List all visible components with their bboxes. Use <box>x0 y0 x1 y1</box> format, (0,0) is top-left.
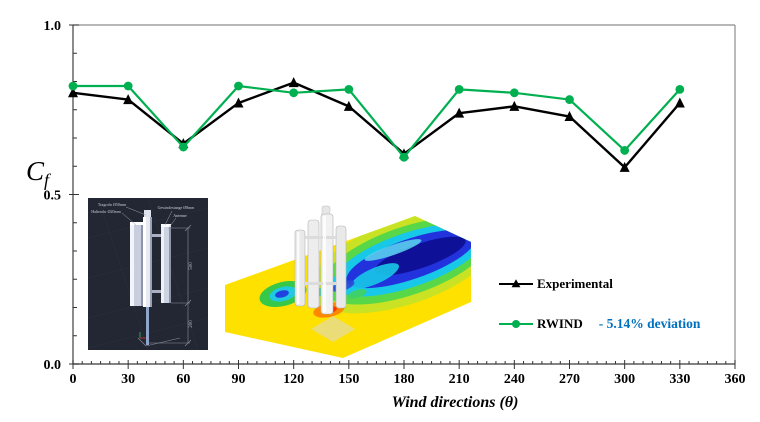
cad-label-gewindestange: Gewindestange Ø8mm <box>158 205 196 210</box>
svg-text:1.0: 1.0 <box>44 19 62 34</box>
legend-deviation-note: - 5.14% deviation <box>598 316 701 331</box>
antenna-cad-drawing: 500 200 Tragrohr Ø50mm Halterohr Ø20mm G… <box>87 197 209 351</box>
cad-label-antenne: Antenne <box>173 213 187 218</box>
svg-text:360: 360 <box>725 372 746 387</box>
y-axis-label-main: C <box>26 156 45 186</box>
cfd-simulation-inset <box>225 190 475 362</box>
legend-experimental-label: Experimental <box>537 276 613 291</box>
legend-rwind-label: RWIND <box>537 316 583 331</box>
cad-structure <box>130 210 171 345</box>
svg-text:210: 210 <box>449 372 470 387</box>
svg-text:240: 240 <box>504 372 525 387</box>
experimental-marker-icon <box>499 279 533 288</box>
legend-item-experimental: Experimental <box>497 276 700 292</box>
svg-text:30: 30 <box>121 372 135 387</box>
svg-text:90: 90 <box>232 372 246 387</box>
cad-label-tragrohr: Tragrohr Ø50mm <box>98 202 127 207</box>
cfd-structure-shadow <box>311 316 355 342</box>
svg-text:180: 180 <box>394 372 415 387</box>
svg-text:300: 300 <box>614 372 635 387</box>
svg-text:150: 150 <box>338 372 359 387</box>
svg-text:120: 120 <box>283 372 304 387</box>
svg-text:0: 0 <box>70 372 77 387</box>
cad-label-halterohr: Halterohr Ø20mm <box>91 209 121 214</box>
cfd-structure <box>294 205 355 342</box>
antenna-cad-inset: 500 200 Tragrohr Ø50mm Halterohr Ø20mm G… <box>87 197 209 351</box>
x-axis-title: Wind directions (θ) <box>391 394 519 411</box>
y-axis-label: Cf <box>26 156 50 190</box>
cad-origin-axes <box>139 332 146 339</box>
y-axis-label-sub: f <box>44 170 50 190</box>
cad-dimension-lines <box>137 224 192 347</box>
svg-text:330: 330 <box>669 372 690 387</box>
cfd-contour-image <box>225 205 471 358</box>
cad-leader-lines <box>121 206 177 230</box>
cad-dim-lower: 200 <box>189 320 194 328</box>
rwind-marker-icon <box>499 320 533 328</box>
legend-item-rwind: RWIND - 5.14% deviation <box>497 316 700 332</box>
svg-text:270: 270 <box>559 372 580 387</box>
svg-text:60: 60 <box>176 372 190 387</box>
svg-text:0.0: 0.0 <box>44 358 62 373</box>
cad-dim-upper: 500 <box>189 262 194 270</box>
legend: Experimental RWIND - 5.14% deviation <box>497 276 700 332</box>
cfd-wake-contours <box>259 216 471 318</box>
svg-text:0.5: 0.5 <box>44 189 62 204</box>
